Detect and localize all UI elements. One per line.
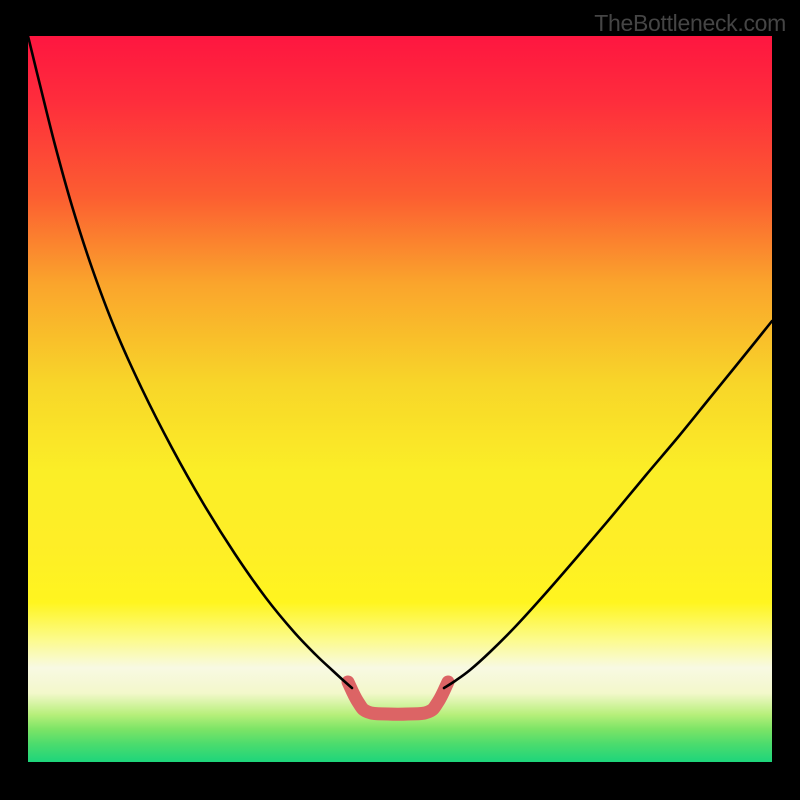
chart-svg (0, 0, 800, 800)
gradient-background (28, 36, 772, 762)
watermark-label: TheBottleneck.com (594, 10, 786, 37)
bottleneck-chart: TheBottleneck.com (0, 0, 800, 800)
